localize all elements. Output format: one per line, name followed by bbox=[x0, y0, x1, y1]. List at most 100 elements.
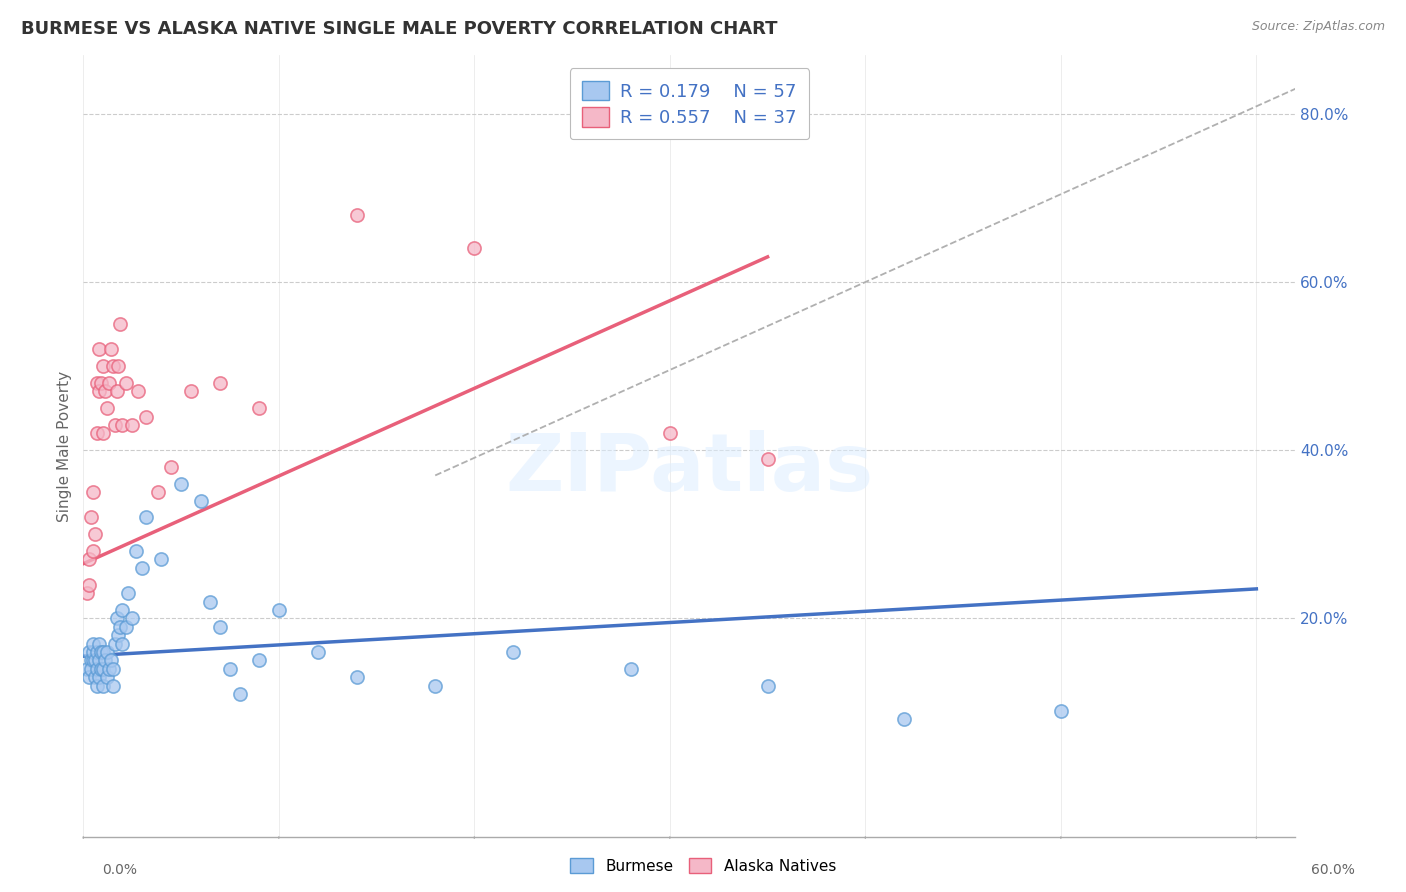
Text: Source: ZipAtlas.com: Source: ZipAtlas.com bbox=[1251, 20, 1385, 33]
Point bbox=[84, 670, 107, 684]
Y-axis label: Single Male Poverty: Single Male Poverty bbox=[58, 370, 72, 522]
Point bbox=[1050, 704, 1073, 718]
Point bbox=[228, 687, 250, 701]
Point bbox=[86, 662, 108, 676]
Point bbox=[111, 603, 134, 617]
Point bbox=[125, 544, 148, 558]
Point bbox=[82, 636, 104, 650]
Point bbox=[76, 586, 98, 600]
Point bbox=[97, 376, 120, 390]
Point bbox=[502, 645, 524, 659]
Legend: Burmese, Alaska Natives: Burmese, Alaska Natives bbox=[564, 852, 842, 880]
Point bbox=[170, 476, 193, 491]
Point bbox=[94, 384, 117, 399]
Point bbox=[219, 662, 242, 676]
Point bbox=[190, 493, 212, 508]
Text: ZIPatlas: ZIPatlas bbox=[505, 431, 873, 508]
Point bbox=[84, 527, 107, 541]
Point bbox=[121, 611, 143, 625]
Text: BURMESE VS ALASKA NATIVE SINGLE MALE POVERTY CORRELATION CHART: BURMESE VS ALASKA NATIVE SINGLE MALE POV… bbox=[21, 20, 778, 37]
Text: 0.0%: 0.0% bbox=[103, 863, 136, 877]
Point bbox=[131, 561, 153, 575]
Point bbox=[87, 653, 110, 667]
Point bbox=[80, 662, 103, 676]
Point bbox=[115, 620, 138, 634]
Point bbox=[209, 376, 232, 390]
Point bbox=[82, 485, 104, 500]
Text: 60.0%: 60.0% bbox=[1310, 863, 1355, 877]
Point bbox=[110, 317, 132, 331]
Point bbox=[91, 662, 114, 676]
Point bbox=[100, 653, 122, 667]
Point bbox=[893, 712, 915, 726]
Point bbox=[346, 208, 368, 222]
Point bbox=[82, 653, 104, 667]
Point bbox=[91, 359, 114, 373]
Point bbox=[94, 653, 117, 667]
Point bbox=[107, 359, 129, 373]
Point bbox=[91, 426, 114, 441]
Point bbox=[209, 620, 232, 634]
Point bbox=[180, 384, 202, 399]
Point bbox=[160, 460, 183, 475]
Point bbox=[110, 620, 132, 634]
Point bbox=[135, 510, 157, 524]
Point bbox=[87, 384, 110, 399]
Point bbox=[150, 552, 173, 566]
Point bbox=[146, 485, 169, 500]
Point bbox=[105, 611, 128, 625]
Point bbox=[80, 653, 103, 667]
Point bbox=[105, 384, 128, 399]
Point bbox=[103, 417, 125, 432]
Point bbox=[76, 662, 98, 676]
Point bbox=[82, 544, 104, 558]
Point bbox=[103, 636, 125, 650]
Point bbox=[101, 662, 124, 676]
Point bbox=[90, 662, 112, 676]
Point bbox=[247, 653, 270, 667]
Point bbox=[84, 653, 107, 667]
Point bbox=[80, 510, 103, 524]
Point bbox=[127, 384, 149, 399]
Point bbox=[86, 426, 108, 441]
Point bbox=[77, 645, 100, 659]
Point bbox=[87, 670, 110, 684]
Point bbox=[115, 376, 138, 390]
Point bbox=[463, 242, 485, 256]
Point bbox=[247, 401, 270, 416]
Point bbox=[96, 670, 118, 684]
Point bbox=[97, 662, 120, 676]
Point bbox=[82, 645, 104, 659]
Point bbox=[96, 645, 118, 659]
Point bbox=[307, 645, 329, 659]
Point bbox=[111, 636, 134, 650]
Point bbox=[77, 577, 100, 591]
Point bbox=[77, 670, 100, 684]
Legend: R = 0.179    N = 57, R = 0.557    N = 37: R = 0.179 N = 57, R = 0.557 N = 37 bbox=[569, 68, 810, 139]
Point bbox=[620, 662, 643, 676]
Point bbox=[90, 376, 112, 390]
Point bbox=[425, 679, 447, 693]
Point bbox=[86, 645, 108, 659]
Point bbox=[91, 645, 114, 659]
Point bbox=[135, 409, 157, 424]
Point bbox=[86, 376, 108, 390]
Point bbox=[756, 679, 779, 693]
Point bbox=[100, 343, 122, 357]
Point bbox=[101, 679, 124, 693]
Point bbox=[90, 645, 112, 659]
Point bbox=[121, 417, 143, 432]
Point bbox=[658, 426, 681, 441]
Point bbox=[101, 359, 124, 373]
Point bbox=[87, 636, 110, 650]
Point bbox=[107, 628, 129, 642]
Point bbox=[756, 451, 779, 466]
Point bbox=[86, 679, 108, 693]
Point bbox=[346, 670, 368, 684]
Point bbox=[96, 401, 118, 416]
Point bbox=[77, 552, 100, 566]
Point bbox=[267, 603, 290, 617]
Point bbox=[91, 679, 114, 693]
Point bbox=[200, 594, 222, 608]
Point bbox=[111, 417, 134, 432]
